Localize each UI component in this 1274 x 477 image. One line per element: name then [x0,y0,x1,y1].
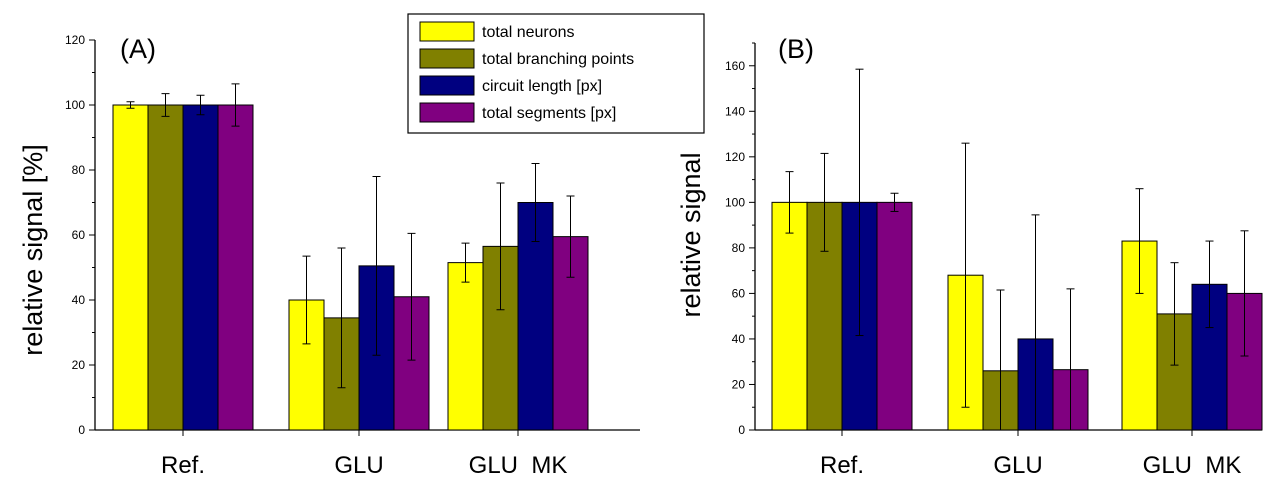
x-tick-label: GLU MK [469,452,568,477]
y-tick-label: 100 [725,195,745,209]
bar [217,104,254,431]
bar [147,104,184,431]
y-tick-label: 140 [725,104,745,118]
x-tick-label: GLU [334,452,383,477]
legend-label: total neurons [482,24,575,41]
y-tick-label: 40 [732,332,746,346]
y-tick-label: 160 [725,59,745,73]
legend-swatch [419,102,475,123]
y-tick-label: 20 [72,358,86,372]
y-tick-label: 80 [732,241,746,255]
legend-label: total branching points [482,51,634,68]
legend: total neurons total branching points circu… [407,13,705,134]
x-tick-label: Ref. [161,452,205,477]
y-tick-label: 0 [78,423,85,437]
x-tick-label: GLU MK [1143,452,1242,477]
bar [771,201,808,431]
y-axis-label: relative signal [676,152,706,317]
bar [182,104,219,431]
legend-swatch [419,75,475,96]
legend-swatch [419,48,475,69]
legend-label: circuit length [px] [482,78,602,95]
y-tick-label: 0 [738,423,745,437]
legend-swatch [419,21,475,42]
y-tick-label: 100 [65,98,85,112]
y-tick-label: 40 [72,293,86,307]
panel-label: (B) [778,34,814,64]
y-tick-label: 60 [72,228,86,242]
y-tick-label: 120 [725,150,745,164]
panel-b-chart: 0 20 40 60 80 100 120 140 160 relative signal (B) R… [676,34,1263,477]
bar [876,201,913,431]
legend-label: total segments [px] [482,105,616,122]
x-tick-label: Ref. [820,452,864,477]
bar [447,262,484,431]
panel-a-chart: 0 20 40 60 80 100 120 relative signal [%] (A) Ref… [18,33,640,477]
y-tick-label: 120 [65,33,85,47]
y-tick-label: 20 [732,377,746,391]
bar [112,104,149,431]
y-tick-label: 60 [732,286,746,300]
y-axis-label: relative signal [%] [18,144,48,356]
y-tick-label: 80 [72,163,86,177]
panel-label: (A) [120,34,156,64]
x-tick-label: GLU [993,452,1042,477]
